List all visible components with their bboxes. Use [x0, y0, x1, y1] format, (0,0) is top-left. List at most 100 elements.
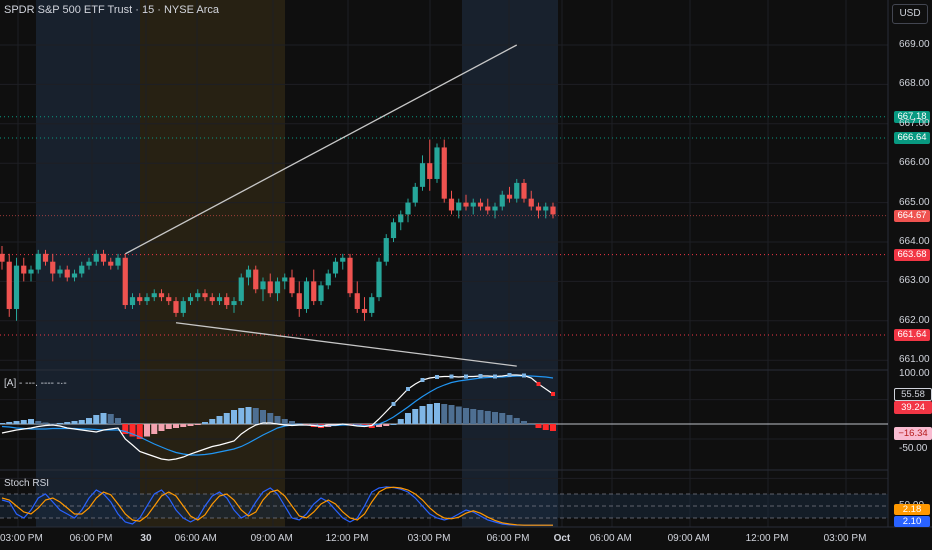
candle-body-73 — [528, 198, 534, 207]
candle-body-76 — [550, 206, 556, 215]
macd-hist-bar-52 — [376, 424, 382, 427]
candle-body-26 — [187, 297, 194, 302]
level-price-label-0: 667.18 — [894, 110, 930, 123]
price-tick-4: 665.00 — [899, 196, 930, 208]
candle-body-64 — [463, 202, 469, 207]
macd-hist-bar-41 — [296, 423, 303, 424]
time-tick-4: 09:00 AM — [250, 533, 293, 544]
candle-body-47 — [340, 257, 346, 262]
candle-body-14 — [100, 253, 107, 262]
macd-hist-bar-23 — [165, 424, 172, 429]
time-tick-0: 03:00 PM — [0, 533, 43, 544]
time-tick-5: 12:00 PM — [325, 533, 369, 544]
candle-body-59 — [427, 163, 433, 179]
price-tick-5: 664.00 — [899, 236, 930, 247]
candle-body-52 — [376, 261, 382, 298]
macd-marker-66 — [478, 374, 483, 378]
macd-hist-bar-29 — [209, 419, 216, 424]
candle-body-27 — [195, 293, 201, 298]
session-band-1 — [140, 0, 285, 527]
macd-hist-bar-74 — [535, 424, 542, 428]
macd-hist-bar-4 — [28, 419, 34, 424]
candle-body-10 — [71, 273, 78, 278]
macd-hist-bar-1 — [6, 422, 13, 424]
candle-body-8 — [57, 269, 63, 274]
candle-body-23 — [166, 297, 172, 302]
macd-tick-2: -50.00 — [899, 443, 928, 454]
candle-body-1 — [6, 261, 12, 309]
trendline-0 — [124, 44, 518, 255]
candle-body-20 — [144, 297, 150, 302]
macd-hist-bar-33 — [238, 408, 245, 424]
candle-body-13 — [93, 253, 99, 262]
candle-body-24 — [173, 301, 179, 313]
candle-body-43 — [311, 281, 317, 302]
candle-body-46 — [332, 261, 339, 274]
candle-body-48 — [347, 257, 353, 294]
macd-hist-bar-18 — [129, 424, 136, 437]
time-tick-2: 30 — [140, 533, 152, 544]
candle-body-36 — [260, 281, 266, 290]
candle-body-11 — [79, 265, 85, 274]
candle-body-55 — [398, 214, 404, 223]
macd-hist-bar-10 — [71, 421, 78, 424]
price-tick-2: 667.00 — [899, 117, 930, 129]
candle-body-15 — [108, 261, 114, 266]
macd-hist-bar-68 — [492, 412, 498, 424]
macd-line — [1, 374, 554, 461]
macd-marker-64 — [464, 374, 468, 379]
macd-hist-bar-21 — [151, 424, 158, 434]
symbol-title[interactable]: SPDR S&P 500 ETF Trust · 15 · NYSE Arca — [4, 4, 219, 16]
candle-body-72 — [521, 182, 527, 199]
candle-body-2 — [13, 265, 20, 309]
candle-body-5 — [35, 253, 41, 270]
candle-body-33 — [238, 277, 244, 302]
macd-hist-bar-24 — [173, 424, 179, 428]
candle-body-30 — [216, 297, 223, 302]
time-tick-10: 09:00 AM — [667, 533, 710, 544]
macd-hist-bar-39 — [281, 419, 288, 424]
macd-hist-bar-75 — [542, 424, 549, 430]
candle-body-28 — [202, 293, 208, 298]
time-tick-6: 03:00 PM — [407, 533, 451, 544]
candle-body-12 — [86, 261, 92, 266]
candle-body-62 — [448, 198, 455, 211]
macd-hist-bar-22 — [158, 424, 165, 431]
macd-hist-bar-70 — [506, 415, 513, 424]
macd-hist-bar-19 — [136, 424, 143, 439]
macd-marker-76 — [551, 392, 555, 396]
macd-hist-bar-35 — [252, 408, 259, 424]
macd-marker-62 — [449, 374, 454, 379]
time-tick-7: 06:00 PM — [486, 533, 530, 544]
price-tick-7: 662.00 — [899, 314, 930, 326]
stoch-value-label-0: 2.18 — [894, 504, 930, 515]
macd-marker-58 — [420, 378, 425, 382]
macd-hist-bar-11 — [78, 420, 85, 424]
macd-hist-bar-34 — [245, 407, 252, 424]
macd-hist-bar-17 — [122, 424, 129, 434]
macd-hist-bar-71 — [513, 418, 520, 424]
candle-body-39 — [282, 277, 288, 282]
macd-hist-bar-65 — [470, 409, 477, 424]
last-price-label: 664.67 — [894, 209, 930, 222]
macd-hist-bar-38 — [274, 416, 281, 424]
candle-body-56 — [405, 202, 411, 215]
macd-value-label-0: 55.58 — [894, 388, 932, 401]
candle-body-19 — [137, 297, 143, 302]
currency-button[interactable]: USD — [892, 4, 928, 24]
macd-hist-bar-56 — [405, 413, 411, 424]
macd-signal-line — [1, 375, 554, 456]
candle-body-40 — [289, 277, 295, 294]
macd-hist-bar-27 — [194, 424, 201, 425]
macd-marker-56 — [406, 387, 410, 391]
macd-hist-bar-8 — [57, 423, 63, 424]
macd-hist-bar-9 — [64, 422, 71, 424]
candle-body-45 — [325, 273, 331, 286]
price-tick-8: 661.00 — [899, 354, 930, 366]
macd-hist-bar-54 — [390, 424, 397, 425]
level-price-label-1: 666.64 — [894, 131, 930, 144]
macd-hist-bar-5 — [35, 421, 42, 424]
macd-hist-bar-12 — [86, 418, 92, 424]
time-tick-1: 06:00 PM — [69, 533, 113, 544]
